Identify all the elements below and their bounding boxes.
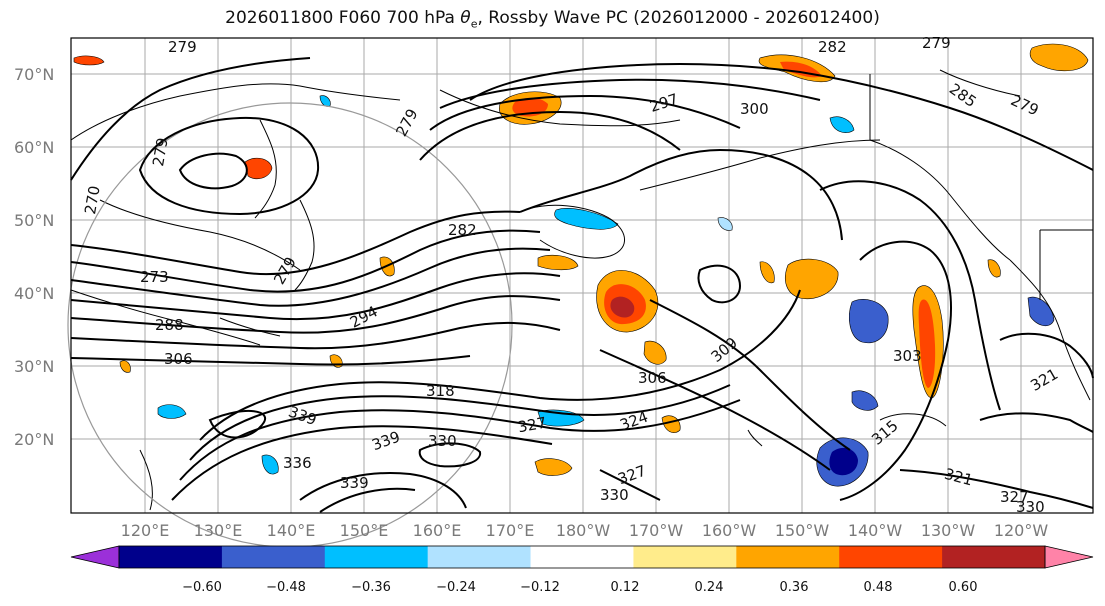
colorbar-tick-label: −0.12 [520,580,560,595]
colorbar-segment [736,546,840,568]
lat-label: 20°N [14,430,54,449]
lon-label: 120°E [121,521,170,540]
lon-label: 160°W [702,521,757,540]
contour-label: 279 [168,38,197,56]
lat-label: 70°N [14,65,54,84]
contour-label: 330 [600,486,629,504]
map-area [71,38,1093,513]
contour-label: 303 [893,347,922,365]
contour-label: 282 [448,221,477,239]
colorbar-segment [530,546,634,568]
map-frame [70,37,1094,514]
colorbar-extend-low [70,545,120,569]
contour-label: 300 [740,100,769,118]
lon-label: 150°E [340,521,389,540]
colorbar-segment [119,546,223,568]
contour-label: 336 [283,454,312,472]
lon-label: 130°W [921,521,976,540]
lat-label: 40°N [14,284,54,303]
contour-label: 273 [140,268,169,286]
longitude-labels: 120°E 130°E 140°E 150°E 160°E 170°E 180°… [121,521,1049,540]
colorbar-segment [839,546,943,568]
lon-label: 150°W [775,521,830,540]
plot-title: 2026011800 F060 700 hPa θe, Rossby Wave … [225,8,880,31]
thin-contours [519,204,947,427]
contour-label: 270 [81,184,104,215]
coastlines [70,69,1093,511]
lon-label: 170°E [486,521,535,540]
lon-label: 120°W [994,521,1049,540]
colorbar-tick-label: 0.60 [949,580,978,595]
lon-label: 180°W [556,521,611,540]
colorbar-tick-label: 0.24 [695,580,724,595]
contour-label: 282 [818,38,847,56]
lon-label: 140°W [848,521,903,540]
colorbar-border [118,545,1046,569]
contour-label: 279 [149,136,172,167]
colorbar-segment [633,546,737,568]
colorbar-tick-label: −0.36 [351,580,391,595]
colorbar-tick-label: 0.36 [780,580,809,595]
lat-label: 30°N [14,357,54,376]
colorbar [70,545,1094,569]
colorbar-tick-label: −0.60 [182,580,222,595]
contour-label: 330 [1016,498,1045,516]
colorbar-tick-label: 0.12 [611,580,640,595]
colorbar-tick-label: −0.48 [266,580,306,595]
contour-label: 318 [426,382,455,400]
contour-label: 306 [638,369,667,387]
latitude-labels: 70°N 60°N 50°N 40°N 30°N 20°N [14,65,54,449]
lat-label: 60°N [14,138,54,157]
rossby-wave-shading [73,43,1089,487]
contour-label: 306 [164,350,193,368]
lon-label: 130°E [194,521,243,540]
lon-label: 170°W [629,521,684,540]
theta-e-contours [70,57,1094,513]
colorbar-tick-label: 0.48 [864,580,893,595]
contour-label: 327 [1000,488,1029,506]
contour-label: 327 [516,414,547,437]
contour-label: 339 [340,474,369,492]
colorbar-tick-label: −0.24 [436,580,476,595]
colorbar-segment [324,546,429,568]
contour-label: 279 [922,34,951,52]
colorbar-segment [221,546,326,568]
colorbar-segment [942,546,1046,568]
lon-label: 140°E [267,521,316,540]
contour-label: 330 [428,432,457,450]
colorbar-extend-high [1044,545,1094,569]
lat-label: 50°N [14,211,54,230]
colorbar-tick-labels: −0.60 −0.48 −0.36 −0.24 −0.12 0.12 0.24 … [182,580,977,595]
contour-label: 288 [155,316,184,334]
lon-label: 160°E [413,521,462,540]
colorbar-segment [427,546,532,568]
